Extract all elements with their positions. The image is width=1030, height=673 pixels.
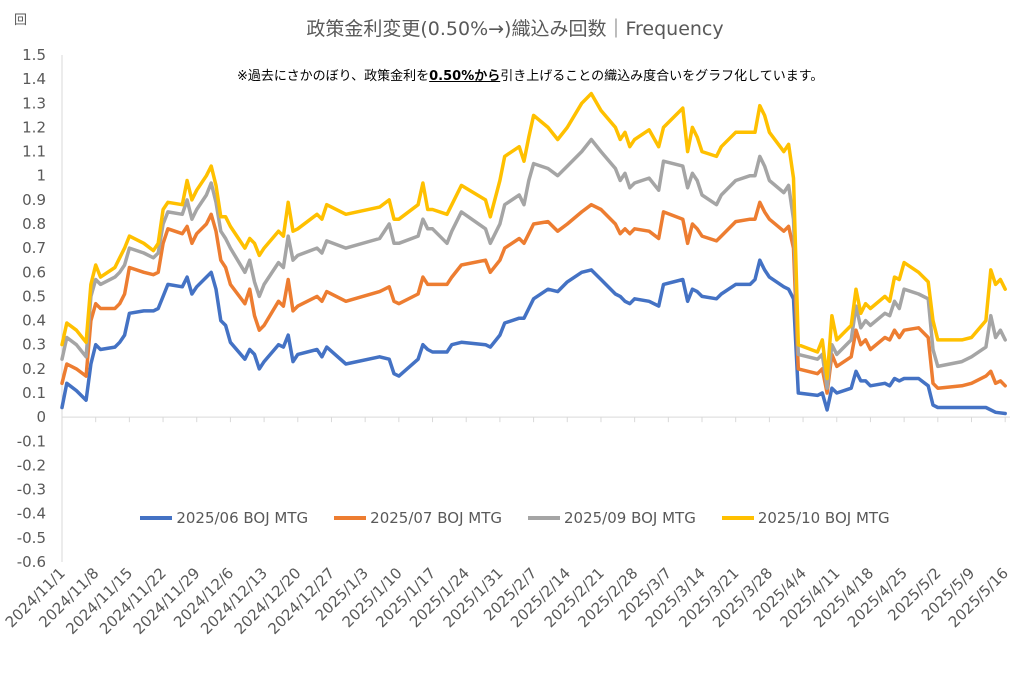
y-tick-label: 0.1	[22, 384, 46, 402]
chart-note-suffix: 引き上げることの織込み度合いをグラフ化しています。	[500, 69, 824, 84]
y-tick-label: -0.1	[17, 432, 46, 450]
y-tick-label: 0.9	[22, 191, 46, 209]
legend-label: 2025/06 BOJ MTG	[176, 509, 309, 527]
y-tick-label: 0.7	[22, 239, 46, 257]
legend: 2025/06 BOJ MTG 2025/07 BOJ MTG 2025/09 BO…	[0, 509, 1030, 527]
legend-swatch	[721, 516, 754, 520]
chart-title: 政策金利変更(0.50%→)織込み回数｜Frequency	[306, 18, 724, 40]
legend-swatch	[528, 516, 560, 520]
legend-label: 2025/09 BOJ MTG	[564, 509, 696, 527]
y-tick-label: -0.3	[17, 481, 46, 499]
y-tick-label: 1.3	[22, 94, 46, 112]
legend-label: 2025/10 BOJ MTG	[757, 509, 890, 527]
y-tick-label: 1.5	[22, 46, 46, 64]
y-tick-label: 0.5	[22, 287, 46, 305]
legend-item-4: 2025/10 BOJ MTG	[721, 509, 890, 527]
legend-label: 2025/07 BOJ MTG	[370, 509, 502, 527]
y-axis-unit: 回	[14, 13, 28, 28]
legend-item-2: 2025/07 BOJ MTG	[334, 509, 502, 527]
y-tick-label: 1.4	[22, 70, 46, 88]
legend-item-3: 2025/09 BOJ MTG	[528, 509, 696, 527]
y-tick-label: 0.4	[22, 312, 46, 330]
y-tick-label: 0	[36, 408, 46, 426]
chart-note-prefix: ※過去にさかのぼり、政策金利を	[237, 69, 430, 84]
y-tick-label: -0.6	[17, 553, 46, 571]
y-tick-label: 0.8	[22, 215, 46, 233]
legend-item-1: 2025/06 BOJ MTG	[140, 509, 308, 527]
y-tick-label: -0.4	[17, 505, 46, 523]
series-line-1	[60, 258, 1007, 416]
y-axis: 1.5 1.4 1.3 1.2 1.1 1 0.9 0.8 0.7 0.6 0.5 0.4 0.3 0.2…	[17, 46, 63, 571]
y-tick-label: -0.2	[17, 456, 46, 474]
y-tick-label: 0.6	[22, 263, 46, 281]
series-line-3	[60, 137, 1007, 390]
y-tick-label: 0.2	[22, 360, 46, 378]
chart-note-emphasis: 0.50%から	[429, 69, 501, 84]
legend-swatch	[140, 516, 173, 520]
y-tick-label: 0.3	[22, 336, 46, 354]
chart-note: ※過去にさかのぼり、政策金利を0.50%から引き上げることの織込み度合いをグラフ…	[237, 65, 823, 84]
series-line-2	[60, 200, 1007, 395]
y-tick-label: -0.5	[17, 529, 46, 547]
legend-swatch	[334, 516, 367, 520]
series-line-4	[60, 91, 1007, 381]
y-tick-label: 1	[36, 167, 46, 185]
x-axis: 2024/11/12024/11/82024/11/152024/11/2220…	[2, 416, 1012, 638]
series-layer	[60, 91, 1007, 416]
y-tick-label: 1.2	[22, 118, 46, 136]
y-tick-label: 1.1	[22, 143, 46, 161]
